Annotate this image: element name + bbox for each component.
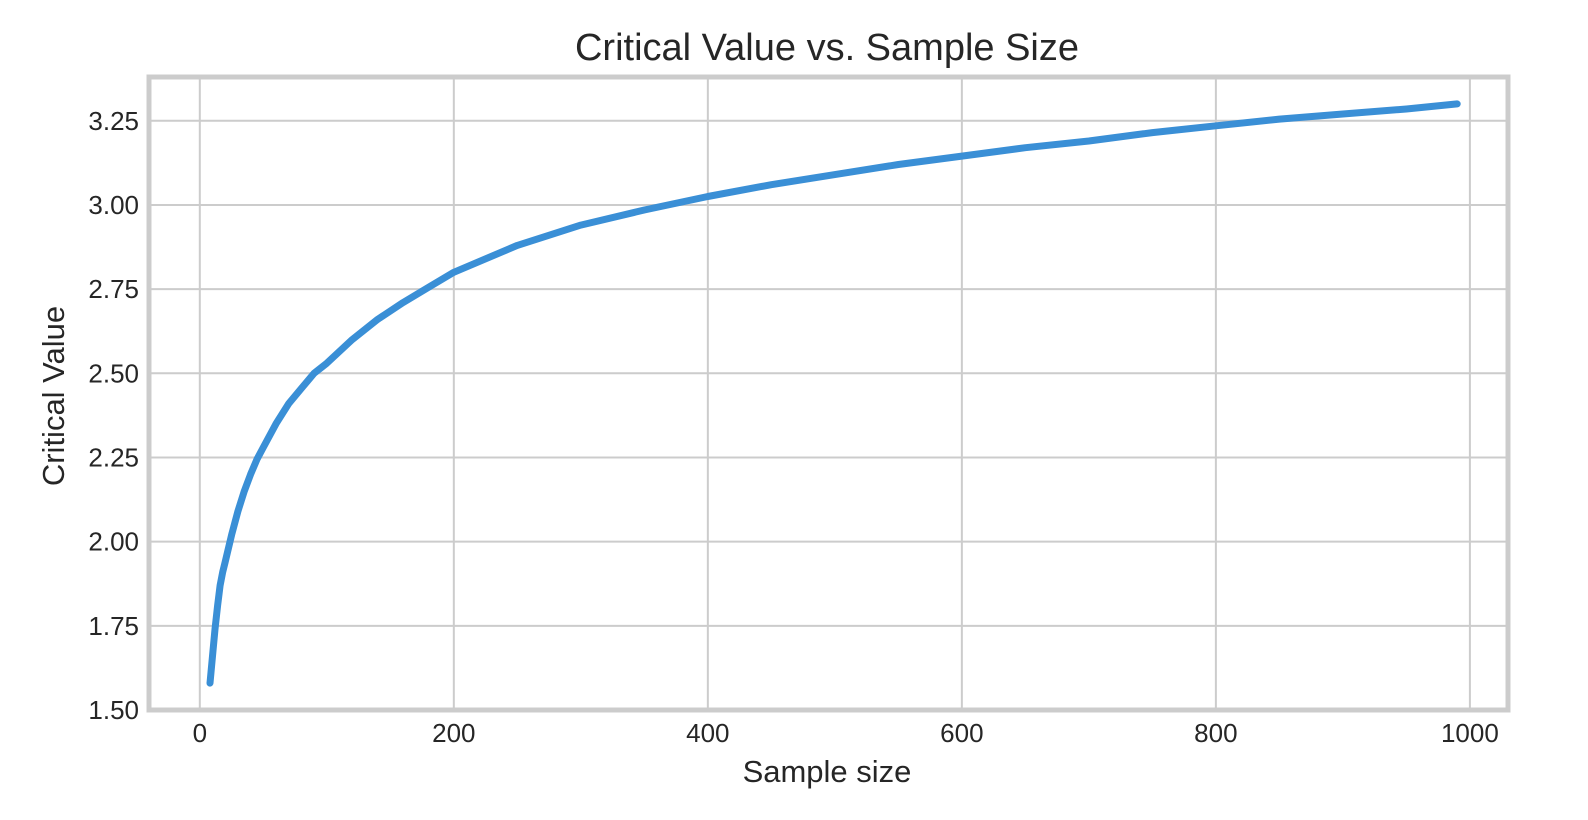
x-axis-label: Sample size <box>743 754 912 789</box>
y-axis-label: Critical Value <box>36 306 71 486</box>
series-line <box>206 100 1461 687</box>
y-tick-label: 1.50 <box>88 695 139 725</box>
y-tick-label: 3.00 <box>88 190 139 220</box>
y-tick-label: 2.50 <box>88 358 139 388</box>
x-tick-label: 600 <box>940 718 983 748</box>
x-tick-label: 400 <box>686 718 729 748</box>
y-tick-label: 2.75 <box>88 274 139 304</box>
x-tick-label: 800 <box>1194 718 1237 748</box>
x-tick-label: 200 <box>432 718 475 748</box>
plot-frame <box>146 74 1511 713</box>
x-tick-label: 1000 <box>1441 718 1499 748</box>
y-tick-label: 3.25 <box>88 106 139 136</box>
y-tick-label: 2.00 <box>88 527 139 557</box>
y-tick-label: 1.75 <box>88 611 139 641</box>
series-layer <box>206 100 1461 687</box>
chart-title: Critical Value vs. Sample Size <box>575 27 1079 69</box>
x-tick-label: 0 <box>193 718 207 748</box>
x-axis-ticks: 0 200 400 600 800 1000 <box>193 718 1499 748</box>
grid <box>149 77 1508 711</box>
y-axis-ticks: 1.50 1.75 2.00 2.25 2.50 2.75 3.00 3.25 <box>88 106 139 725</box>
y-tick-label: 2.25 <box>88 442 139 472</box>
